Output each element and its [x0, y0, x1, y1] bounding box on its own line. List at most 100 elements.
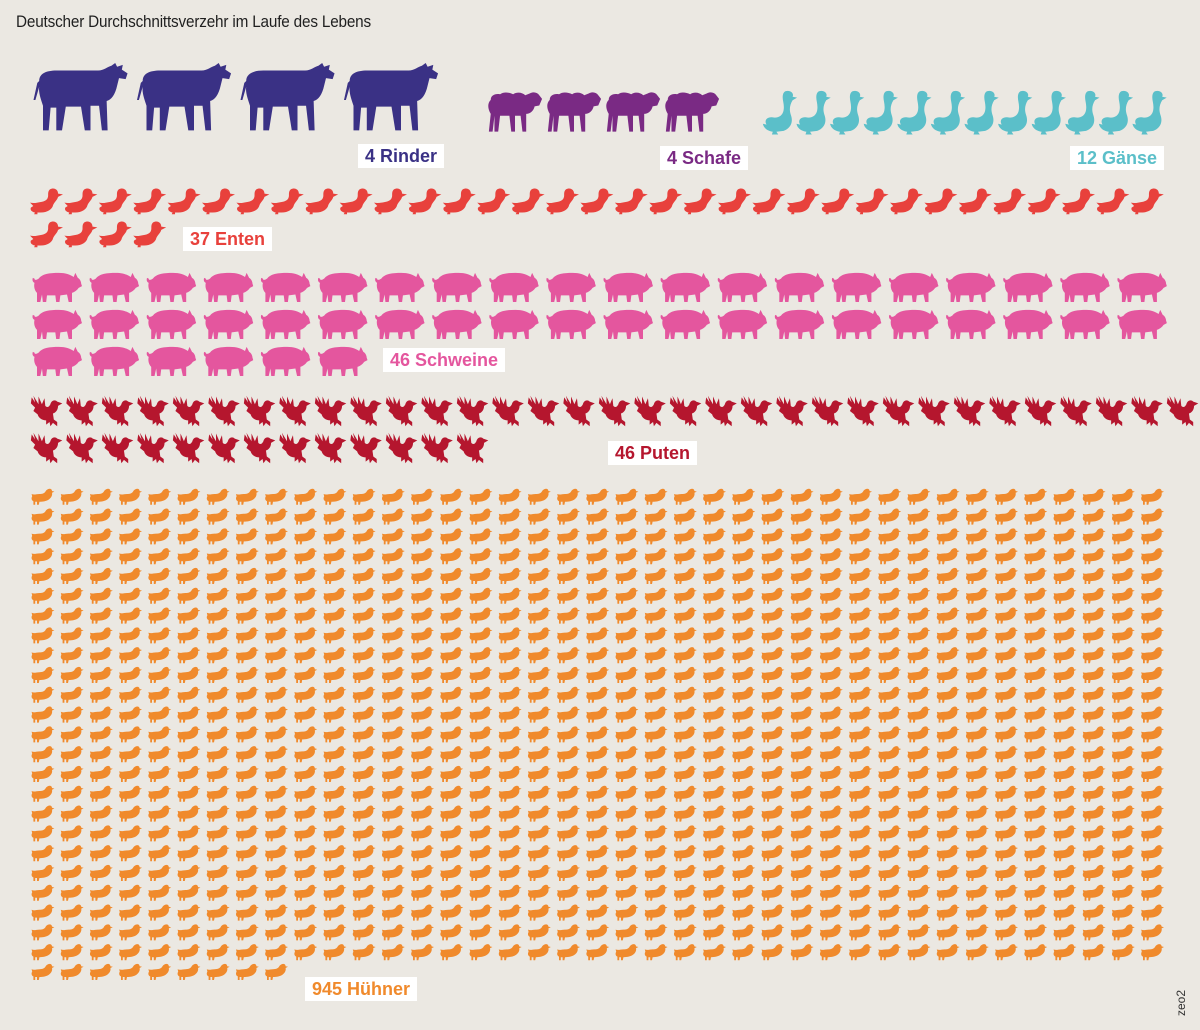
chicken-icon — [148, 726, 172, 743]
chicken-icon — [1053, 666, 1077, 683]
chicken-icon — [761, 508, 785, 525]
chart-title: Deutscher Durchschnittsverzehr im Laufe … — [16, 12, 371, 31]
chicken-icon — [703, 548, 726, 565]
chicken-icon — [703, 706, 726, 723]
chicken-icon — [907, 647, 931, 664]
chicken-icon — [761, 805, 785, 822]
chicken-icon — [323, 805, 347, 822]
chicken-icon — [732, 726, 756, 743]
chicken-icon — [411, 666, 434, 683]
turkey-icon — [243, 395, 276, 427]
chicken-icon — [1082, 726, 1106, 743]
chicken-icon — [31, 508, 55, 525]
chicken-icon — [732, 548, 756, 565]
chicken-icon — [790, 647, 814, 664]
duck-icon — [993, 188, 1027, 215]
chicken-icon — [89, 785, 113, 802]
chicken-icon — [615, 587, 639, 604]
chicken-icon — [294, 805, 318, 822]
turkey-icon — [1166, 395, 1199, 427]
chicken-icon — [31, 785, 55, 802]
chicken-icon — [615, 746, 639, 763]
pig-icon — [889, 309, 939, 339]
label-huehner: 945 Hühner — [305, 977, 418, 1001]
chicken-icon — [60, 924, 84, 941]
chicken-icon — [527, 627, 551, 644]
chicken-icon — [995, 508, 1018, 525]
chicken-icon — [761, 884, 785, 901]
chicken-icon — [352, 726, 376, 743]
turkey-icon — [740, 395, 773, 427]
duck-icon — [614, 188, 648, 215]
chicken-icon — [381, 746, 405, 763]
chicken-icon — [235, 904, 259, 921]
chicken-icon — [1141, 706, 1164, 723]
chicken-icon — [907, 726, 931, 743]
chicken-icon — [557, 805, 580, 822]
turkey-icon — [172, 432, 205, 464]
chicken-icon — [60, 706, 84, 723]
chicken-icon — [1111, 488, 1135, 505]
chicken-icon — [265, 686, 288, 703]
chicken-icon — [790, 726, 814, 743]
chicken-icon — [411, 587, 434, 604]
chicken-icon — [60, 825, 84, 842]
chicken-icon — [586, 884, 610, 901]
chicken-icon — [440, 686, 464, 703]
chicken-icon — [119, 845, 142, 862]
chicken-icon — [965, 706, 989, 723]
chicken-icon — [235, 567, 259, 584]
chicken-icon — [206, 508, 230, 525]
duck-icon — [855, 188, 889, 215]
chicken-icon — [965, 567, 989, 584]
chicken-icon — [498, 805, 522, 822]
pig-icon — [146, 272, 197, 302]
chicken-icon — [878, 825, 902, 842]
chicken-icon — [615, 488, 639, 505]
chicken-icon — [60, 963, 84, 980]
pig-icon — [660, 272, 711, 302]
duck-icon — [339, 188, 373, 215]
chicken-icon — [265, 904, 288, 921]
chicken-icon — [936, 785, 960, 802]
chicken-icon — [1111, 647, 1135, 664]
chicken-icon — [965, 548, 989, 565]
chicken-icon — [440, 607, 464, 624]
pig-icon — [831, 309, 882, 339]
chicken-icon — [440, 726, 464, 743]
chicken-icon — [294, 627, 318, 644]
chicken-icon — [527, 686, 551, 703]
chicken-icon — [294, 904, 318, 921]
chicken-icon — [1053, 686, 1077, 703]
chicken-icon — [1024, 508, 1048, 525]
chicken-icon — [790, 607, 814, 624]
chicken-icon — [907, 845, 931, 862]
pig-icon — [146, 346, 197, 376]
chicken-icon — [995, 567, 1018, 584]
duck-icon — [1096, 188, 1130, 215]
chicken-icon — [761, 488, 785, 505]
chicken-icon — [1141, 528, 1164, 545]
chicken-icon — [440, 785, 464, 802]
turkey-icon — [563, 395, 595, 427]
chicken-icon — [557, 746, 580, 763]
chicken-icon — [878, 548, 902, 565]
duck-icon — [98, 188, 132, 215]
chicken-icon — [790, 587, 814, 604]
chicken-icon — [557, 627, 580, 644]
chicken-icon — [1082, 548, 1106, 565]
chicken-icon — [819, 686, 843, 703]
chicken-icon — [411, 944, 434, 961]
chicken-icon — [878, 508, 902, 525]
chicken-icon — [936, 864, 960, 881]
chicken-icon — [819, 548, 843, 565]
goose-icon — [998, 90, 1033, 135]
chicken-icon — [732, 785, 756, 802]
chicken-icon — [265, 726, 288, 743]
chicken-icon — [615, 805, 639, 822]
chicken-icon — [89, 666, 113, 683]
chicken-icon — [411, 548, 434, 565]
chicken-icon — [703, 746, 726, 763]
chicken-icon — [440, 548, 464, 565]
chicken-icon — [819, 944, 843, 961]
